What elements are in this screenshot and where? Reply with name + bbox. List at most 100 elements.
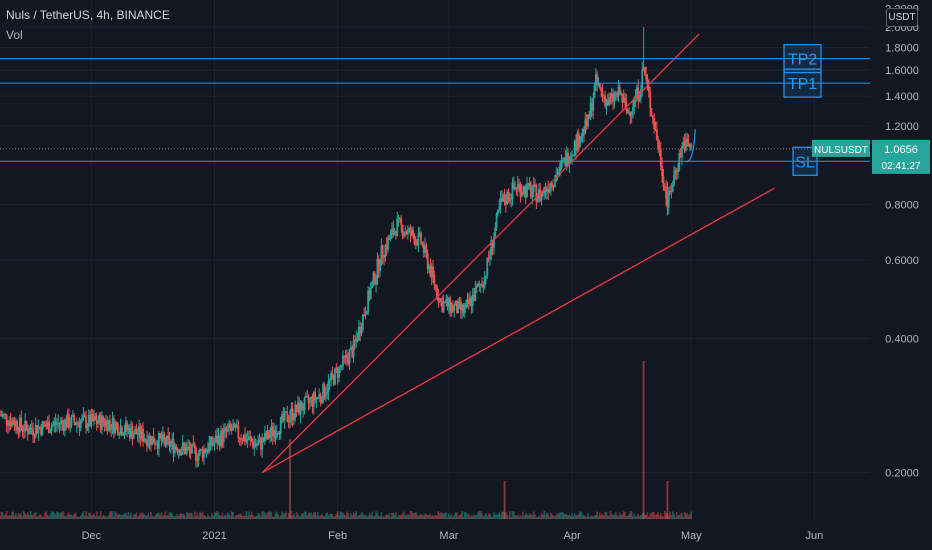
volume-bar (136, 516, 139, 519)
candle-body (632, 106, 634, 112)
level-box-label: TP2 (788, 52, 817, 69)
candle-body (429, 265, 432, 277)
volume-bar (546, 512, 548, 519)
candle-body (36, 425, 38, 434)
volume-bar (37, 516, 40, 519)
volume-bar (536, 516, 539, 519)
volume-bar (331, 513, 334, 519)
volume-bar (101, 516, 103, 519)
volume-bar (425, 514, 428, 519)
candle-body (343, 355, 346, 357)
volume-indicator-label[interactable]: Vol (6, 28, 23, 42)
volume-bar (622, 511, 625, 519)
candle-body (459, 301, 462, 311)
candle-body (95, 419, 98, 425)
volume-bar (21, 516, 24, 519)
volume-bar (144, 515, 147, 519)
candle-body (457, 301, 460, 314)
candle-body (361, 315, 364, 330)
candle-body (365, 312, 368, 314)
volume-bar (8, 515, 11, 519)
volume-bar (371, 511, 373, 519)
candle-body (246, 439, 249, 440)
candle-body (637, 87, 640, 101)
candle-body (418, 232, 421, 234)
candle-body (376, 258, 379, 278)
volume-bar (372, 515, 375, 519)
volume-bar (118, 513, 120, 519)
candle-body (200, 449, 203, 450)
volume-bar (277, 513, 279, 519)
volume-bar (657, 512, 659, 519)
volume-bar (0, 515, 1, 519)
volume-bar (510, 516, 512, 519)
countdown-label: 02:41:27 (882, 161, 921, 172)
candle-body (475, 286, 478, 288)
volume-bar (399, 515, 401, 519)
candle-body (250, 437, 253, 442)
volume-bar (155, 514, 158, 519)
volume-bar (343, 514, 346, 519)
y-tick-label: 0.4000 (885, 334, 919, 346)
volume-bar (15, 513, 17, 519)
candle-body (606, 100, 609, 106)
candle-body (339, 366, 342, 367)
trend-line[interactable] (261, 33, 700, 474)
candle-body (604, 96, 607, 107)
candle-body (559, 163, 562, 172)
candle-body (203, 449, 205, 458)
candle-body (240, 438, 242, 441)
volume-bar (362, 513, 364, 519)
volume-bar (411, 511, 413, 519)
volume-bar (314, 512, 316, 519)
candle-body (297, 402, 299, 412)
volume-bar (417, 515, 420, 519)
candle-body (146, 438, 148, 447)
volume-bar (307, 512, 310, 519)
candle-body (331, 373, 334, 376)
volume-bar (528, 512, 531, 519)
candle-body (315, 397, 318, 401)
volume-bar (114, 511, 117, 519)
trend-lines[interactable] (261, 33, 775, 474)
candle-body (60, 420, 62, 425)
volume-bar (147, 512, 150, 519)
volume-bar (368, 513, 371, 519)
candle-body (83, 415, 86, 417)
volume-bar (302, 513, 305, 519)
volume-bar (260, 516, 262, 519)
candle-body (151, 436, 154, 446)
time-scale[interactable] (0, 522, 870, 550)
volume-bar (420, 513, 422, 519)
candle-body (479, 284, 482, 286)
candle-body (573, 140, 576, 156)
volume-bar (540, 513, 543, 519)
candle-body (248, 436, 250, 440)
candle-body (326, 391, 328, 395)
volume-bar (336, 511, 339, 519)
candle-body (393, 230, 396, 235)
volume-bar (332, 516, 335, 519)
volume-bar (191, 513, 193, 519)
volume-bar (215, 512, 217, 519)
volume-bar (234, 515, 237, 519)
currency-button[interactable]: USDT (886, 8, 918, 27)
volume-bar (491, 516, 494, 519)
volume-bar (228, 514, 230, 519)
volume-bar (539, 516, 542, 519)
trend-line[interactable] (261, 187, 775, 474)
candle-body (654, 128, 657, 130)
candle-body (316, 397, 319, 398)
volume-bar (322, 516, 324, 519)
candle-body (661, 165, 664, 177)
volume-bar (648, 516, 650, 519)
candle-body (123, 431, 126, 435)
candle-body (196, 460, 199, 462)
candle-body (461, 304, 464, 311)
volume-bar (109, 511, 111, 519)
candle-body (458, 301, 461, 302)
price-scale[interactable] (870, 0, 932, 522)
candle-body (128, 428, 131, 438)
